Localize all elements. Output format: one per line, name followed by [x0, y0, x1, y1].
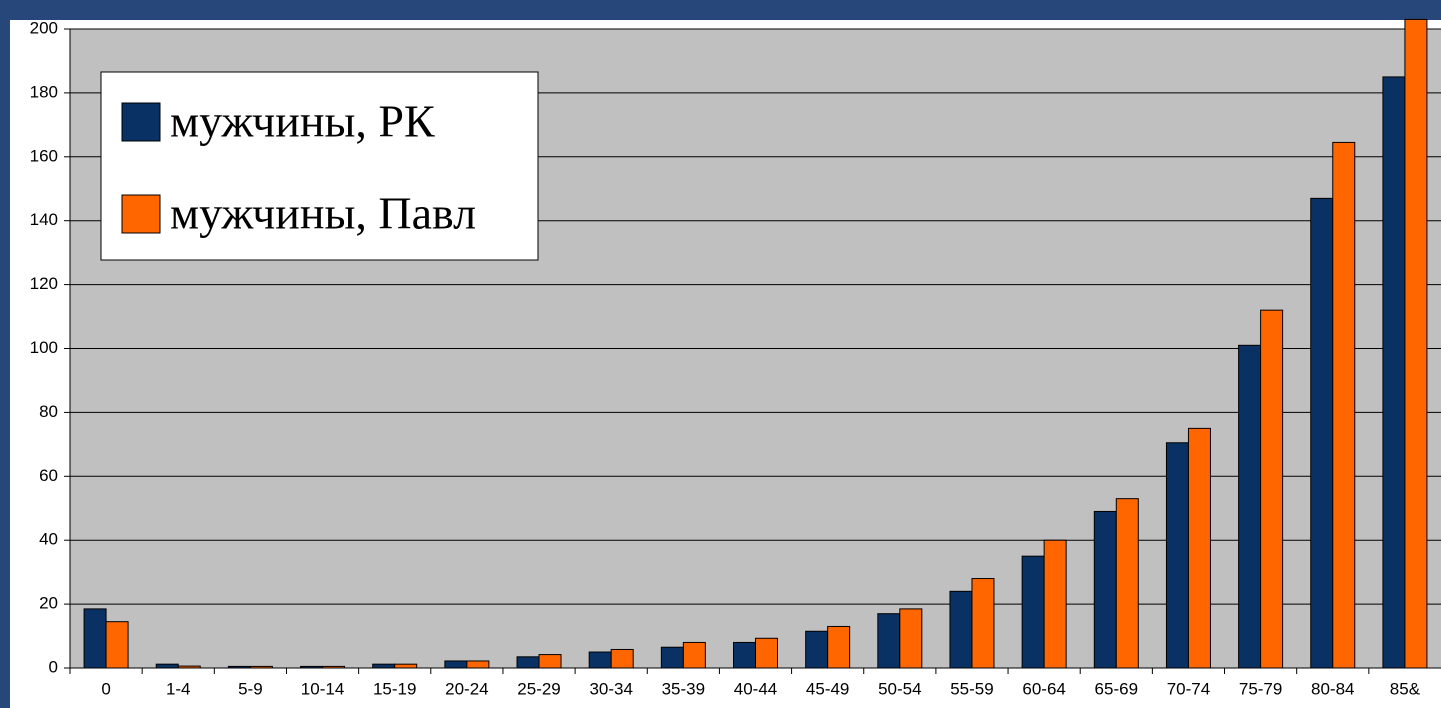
bar [394, 663, 418, 669]
x-tick-label: 5-9 [238, 679, 263, 698]
y-tick-label: 200 [30, 18, 58, 37]
bar [971, 578, 995, 669]
x-tick-label: 45-49 [806, 679, 849, 698]
bar [372, 663, 396, 669]
bar [1021, 555, 1045, 669]
y-tick-label: 40 [39, 530, 58, 549]
bar [1404, 18, 1428, 669]
bar [155, 663, 179, 669]
legend-label: мужчины, РК [170, 96, 435, 147]
bar [660, 646, 684, 669]
y-tick-label: 100 [30, 338, 58, 357]
y-tick-label: 60 [39, 466, 58, 485]
bar [805, 630, 829, 669]
bar [105, 621, 129, 669]
bar [877, 613, 901, 669]
x-tick-label: 50-54 [878, 679, 921, 698]
bar [733, 641, 756, 669]
legend-swatch [121, 102, 161, 142]
bar [516, 656, 540, 669]
bar [444, 660, 468, 669]
legend-label: мужчины, Павл [170, 188, 476, 239]
bar [899, 608, 923, 669]
x-tick-label: 55-59 [950, 679, 993, 698]
bar [1043, 539, 1067, 669]
y-tick-label: 120 [30, 274, 58, 293]
bar [83, 608, 107, 669]
bar [1187, 427, 1211, 669]
x-tick-label: 30-34 [589, 679, 632, 698]
x-tick-label: 65-69 [1095, 679, 1138, 698]
y-tick-label: 140 [30, 210, 58, 229]
bar [1310, 197, 1334, 669]
x-tick-label: 0 [101, 679, 110, 698]
legend-swatch [121, 194, 161, 234]
x-tick-label: 40-44 [734, 679, 777, 698]
x-tick-label: 25-29 [517, 679, 560, 698]
x-tick-label: 70-74 [1167, 679, 1210, 698]
bar [1165, 442, 1189, 669]
y-tick-label: 160 [30, 146, 58, 165]
bar [1093, 510, 1117, 669]
bar [466, 660, 490, 669]
x-tick-label: 60-64 [1022, 679, 1065, 698]
x-tick-label: 20-24 [445, 679, 488, 698]
bar [1332, 141, 1356, 669]
bar [827, 625, 851, 669]
legend-box [100, 71, 539, 261]
bar [1115, 498, 1139, 669]
x-tick-label: 80-84 [1311, 679, 1354, 698]
x-tick-label: 1-4 [166, 679, 191, 698]
bar [755, 637, 778, 669]
bar [610, 648, 634, 669]
bar [1382, 76, 1406, 669]
y-tick-label: 0 [49, 657, 58, 676]
bar [538, 654, 562, 669]
x-tick-label: 85& [1390, 679, 1421, 698]
x-tick-label: 15-19 [373, 679, 416, 698]
bar [682, 641, 706, 669]
y-tick-label: 20 [39, 594, 58, 613]
y-tick-label: 180 [30, 82, 58, 101]
x-tick-label: 10-14 [301, 679, 344, 698]
x-tick-label: 75-79 [1239, 679, 1282, 698]
y-tick-label: 80 [39, 402, 58, 421]
x-tick-label: 35-39 [662, 679, 705, 698]
bar [588, 651, 612, 669]
bar [1260, 309, 1284, 669]
bar [1238, 344, 1262, 669]
bar [949, 590, 973, 669]
